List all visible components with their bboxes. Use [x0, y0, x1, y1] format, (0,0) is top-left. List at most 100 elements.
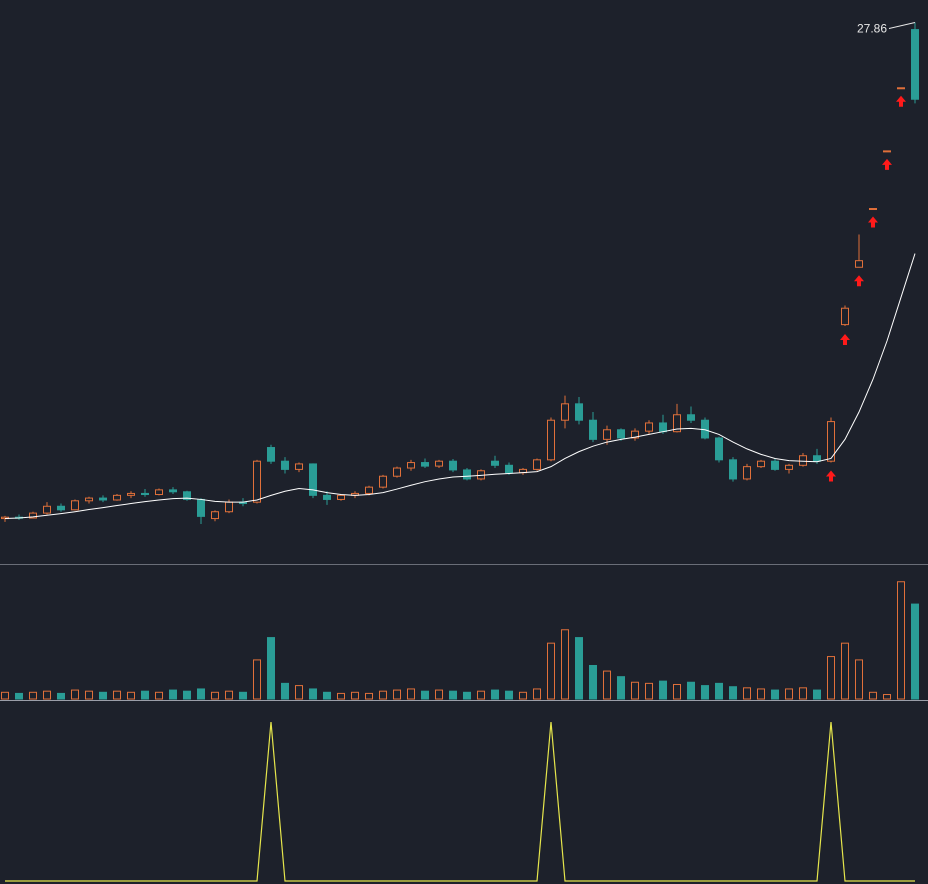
candle-body — [71, 500, 79, 511]
volume-bar — [1, 691, 9, 700]
volume-bar — [435, 689, 443, 700]
candle-body — [715, 437, 723, 461]
volume-bar — [687, 681, 695, 700]
moving-average — [4, 253, 916, 520]
volume-bar — [463, 691, 471, 700]
candle-body — [113, 494, 121, 501]
candle-body — [337, 494, 345, 500]
signal-arrow — [854, 275, 864, 287]
volume-bar — [141, 690, 149, 700]
volume-bar — [547, 642, 555, 700]
volume-bar — [29, 691, 37, 700]
volume-bar — [365, 692, 373, 700]
candle-body — [365, 486, 373, 494]
volume-bar — [113, 690, 121, 700]
candle-body — [253, 460, 261, 503]
volume-bar — [659, 680, 667, 700]
candle-body — [281, 460, 289, 470]
candle-body — [407, 462, 415, 469]
volume-bar — [43, 690, 51, 700]
volume-bar — [351, 691, 359, 700]
volume-bar — [883, 694, 891, 700]
candle-body — [855, 260, 863, 268]
candle-body — [295, 463, 303, 470]
volume-bar — [99, 691, 107, 700]
volume-bar — [225, 690, 233, 700]
volume-bar — [323, 691, 331, 700]
signal-arrow — [882, 158, 892, 170]
signal-arrow — [826, 470, 836, 482]
volume-bar — [85, 690, 93, 700]
volume-bar — [855, 659, 863, 700]
volume-bar — [379, 690, 387, 700]
candle-body — [393, 467, 401, 477]
volume-bar — [757, 688, 765, 700]
signal-arrow — [896, 95, 906, 107]
volume-bar — [505, 690, 513, 700]
candle-body — [141, 492, 149, 496]
candle-body — [813, 455, 821, 462]
candle-body — [211, 511, 219, 520]
candle-body — [883, 150, 891, 153]
indicator-line — [5, 721, 915, 882]
candle-body — [659, 422, 667, 433]
candle-body — [561, 403, 569, 421]
high-label: 27.86 — [857, 22, 887, 36]
candle-body — [869, 208, 877, 211]
candle-body — [435, 460, 443, 467]
volume-bar — [253, 659, 261, 700]
volume-bar — [421, 690, 429, 700]
high-pointer — [888, 21, 916, 29]
volume-bar — [771, 689, 779, 700]
candle-body — [897, 87, 905, 90]
volume-bar — [603, 670, 611, 700]
volume-bar — [743, 687, 751, 700]
candle-body — [505, 464, 513, 474]
volume-bar — [785, 688, 793, 700]
volume-bar — [519, 691, 527, 700]
volume-bar — [575, 637, 583, 700]
candle-body — [799, 455, 807, 466]
volume-bar — [15, 692, 23, 700]
volume-bar — [533, 688, 541, 700]
volume-bar — [827, 656, 835, 700]
candle-body — [267, 447, 275, 462]
candle-body — [743, 466, 751, 480]
candle-body — [29, 512, 37, 519]
candle-body — [757, 460, 765, 468]
candle-body — [43, 505, 51, 514]
candle-body — [575, 403, 583, 421]
candle-body — [197, 498, 205, 517]
candle-body — [99, 497, 107, 501]
volume-bar — [239, 691, 247, 700]
candle-body — [911, 29, 919, 100]
candle-body — [687, 414, 695, 421]
volume-bar — [799, 687, 807, 700]
candle-body — [225, 501, 233, 513]
volume-bar — [491, 689, 499, 700]
volume-bar — [477, 690, 485, 700]
volume-bar — [71, 689, 79, 700]
volume-bar — [617, 676, 625, 700]
volume-bar — [337, 692, 345, 700]
volume-bar — [897, 581, 905, 700]
signal-arrow — [840, 333, 850, 345]
volume-bar — [295, 685, 303, 700]
volume-bar — [155, 691, 163, 700]
volume-bar — [57, 692, 65, 700]
volume-bar — [211, 691, 219, 700]
candle-body — [645, 422, 653, 432]
signal-arrow — [868, 216, 878, 228]
candle-body — [673, 414, 681, 433]
candle-body — [491, 460, 499, 466]
candle-body — [309, 463, 317, 496]
volume-bar — [169, 689, 177, 700]
candle-body — [729, 459, 737, 480]
candle-body — [379, 475, 387, 488]
volume-bar — [281, 682, 289, 700]
volume-bar — [561, 629, 569, 700]
candle-body — [155, 489, 163, 496]
